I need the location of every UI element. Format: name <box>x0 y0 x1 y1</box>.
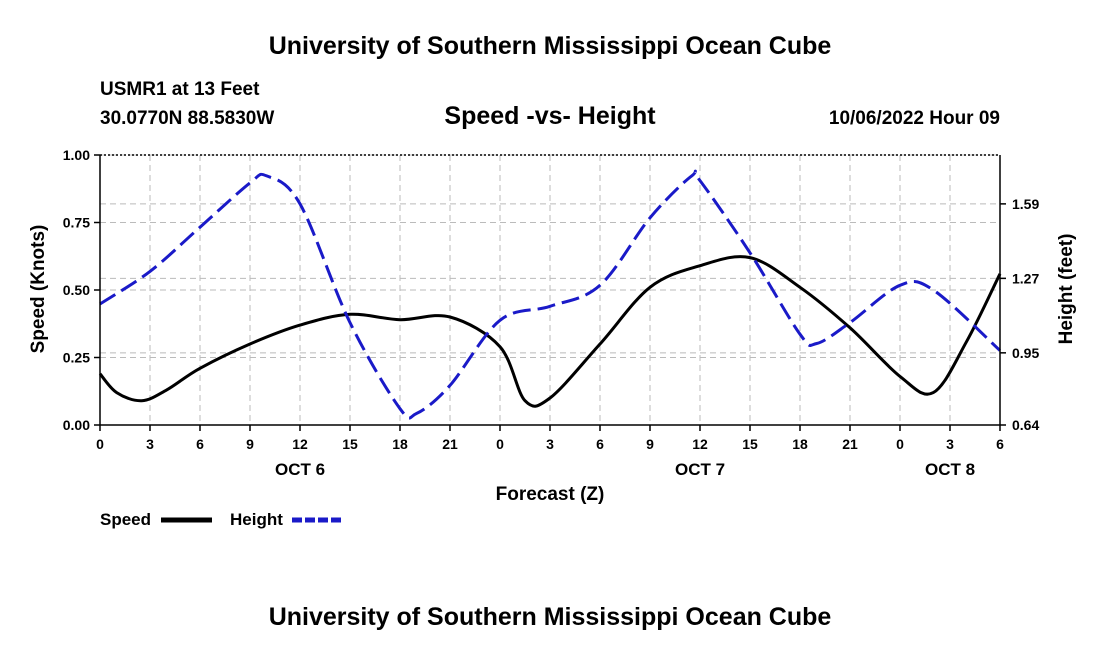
y-tick-label-1: 0.25 <box>63 350 90 366</box>
x-axis-title: Forecast (Z) <box>496 484 605 505</box>
station-label: USMR1 at 13 Feet <box>100 79 260 100</box>
x-tick-label-9: 3 <box>546 436 554 452</box>
x-tick-label-0: 0 <box>96 436 104 452</box>
x-tick-label-10: 6 <box>596 436 604 452</box>
series-line-speed <box>98 255 1002 408</box>
footer-title: University of Southern Mississippi Ocean… <box>269 603 832 631</box>
x-tick-label-2: 6 <box>196 436 204 452</box>
legend-label-height: Height <box>230 510 283 529</box>
legend-label-speed: Speed <box>100 510 151 529</box>
x-tick-label-13: 15 <box>742 436 758 452</box>
x-tick-label-8: 0 <box>496 436 504 452</box>
y-tick-label-3: 0.75 <box>63 215 90 231</box>
x-tick-label-1: 3 <box>146 436 154 452</box>
y2-tick-label-0: 0.64 <box>1012 417 1039 433</box>
x-tick-label-18: 6 <box>996 436 1004 452</box>
grid-lines <box>99 154 1001 426</box>
day-label-2: OCT 8 <box>925 460 975 479</box>
y2-tick-label-1: 0.95 <box>1012 345 1039 361</box>
location-label: 30.0770N 88.5830W <box>100 108 274 129</box>
x-tick-label-4: 12 <box>292 436 308 452</box>
datetime-label: 10/06/2022 Hour 09 <box>829 108 1000 129</box>
x-tick-label-15: 21 <box>842 436 858 452</box>
x-tick-label-5: 15 <box>342 436 358 452</box>
x-tick-label-11: 9 <box>646 436 654 452</box>
chart-main-title: University of Southern Mississippi Ocean… <box>269 32 832 60</box>
x-tick-label-7: 21 <box>442 436 458 452</box>
tick-labels: 0 3 6 9 12 15 18 21 0 3 6 9 12 15 18 21 0 3 6 0.00 0.25 0.50 0… <box>63 147 1040 479</box>
series-lines <box>98 169 1002 420</box>
x-tick-label-14: 18 <box>792 436 808 452</box>
chart-subtitle: Speed -vs- Height <box>444 102 656 130</box>
day-label-1: OCT 7 <box>675 460 725 479</box>
x-tick-label-3: 9 <box>246 436 254 452</box>
y-tick-label-2: 0.50 <box>63 282 90 298</box>
series-line-height <box>99 169 1002 420</box>
x-tick-label-6: 18 <box>392 436 408 452</box>
y-tick-label-0: 0.00 <box>63 417 90 433</box>
axes <box>94 154 1006 431</box>
y-tick-label-4: 1.00 <box>63 147 90 163</box>
x-tick-label-12: 12 <box>692 436 708 452</box>
day-label-0: OCT 6 <box>275 460 325 479</box>
x-tick-label-16: 0 <box>896 436 904 452</box>
x-tick-label-17: 3 <box>946 436 954 452</box>
y2-tick-label-3: 1.59 <box>1012 196 1039 212</box>
legend: Speed Height <box>100 510 343 529</box>
y2-tick-label-2: 1.27 <box>1012 270 1039 286</box>
y-axis-title: Speed (Knots) <box>28 225 49 354</box>
y2-axis-title: Height (feet) <box>1056 234 1077 345</box>
